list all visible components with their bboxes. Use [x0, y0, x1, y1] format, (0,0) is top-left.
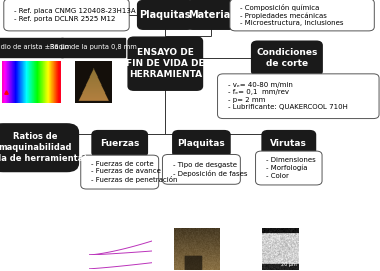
- FancyBboxPatch shape: [0, 124, 78, 172]
- Text: Plaquitas: Plaquitas: [139, 10, 191, 20]
- FancyBboxPatch shape: [92, 131, 147, 157]
- FancyBboxPatch shape: [230, 0, 374, 31]
- FancyBboxPatch shape: [162, 154, 240, 184]
- FancyBboxPatch shape: [4, 0, 129, 31]
- FancyBboxPatch shape: [61, 38, 125, 57]
- Text: Condiciones
de corte: Condiciones de corte: [256, 48, 318, 68]
- FancyBboxPatch shape: [138, 1, 193, 29]
- Text: - Composición química
- Propiedades mecánicas
- Microestructura, Inclusiones: - Composición química - Propiedades mecá…: [240, 4, 344, 26]
- FancyBboxPatch shape: [262, 131, 315, 157]
- Text: Radio de arista ±36 μm: Radio de arista ±36 μm: [0, 44, 71, 50]
- Text: ENSAYO DE
FIN DE VIDA DE
HERRAMIENTA: ENSAYO DE FIN DE VIDA DE HERRAMIENTA: [126, 48, 204, 79]
- FancyBboxPatch shape: [0, 38, 63, 57]
- FancyBboxPatch shape: [187, 1, 235, 29]
- FancyBboxPatch shape: [255, 151, 322, 185]
- FancyBboxPatch shape: [81, 155, 159, 189]
- Text: Ratios de
maquinabilidad
(Vida de herramienta): Ratios de maquinabilidad (Vida de herram…: [0, 132, 87, 163]
- Text: Fuerzas: Fuerzas: [100, 139, 139, 148]
- FancyBboxPatch shape: [252, 41, 322, 75]
- Text: - Dimensiones
- Morfología
- Color: - Dimensiones - Morfología - Color: [266, 157, 315, 179]
- Text: - Ref. placa CNMG 120408-23H13A
- Ref. porta DCLNR 2525 M12: - Ref. placa CNMG 120408-23H13A - Ref. p…: [14, 8, 136, 22]
- FancyBboxPatch shape: [173, 131, 230, 157]
- Text: - vₑ= 40-80 m/min
- fₑ= 0,1  mm/rev
- p= 2 mm
- Lubrificante: QUAKERCOOL 710H: - vₑ= 40-80 m/min - fₑ= 0,1 mm/rev - p= …: [228, 82, 348, 111]
- FancyBboxPatch shape: [128, 37, 202, 90]
- FancyBboxPatch shape: [217, 74, 379, 119]
- Text: Radio de la punta 0,8 mm: Radio de la punta 0,8 mm: [50, 44, 136, 50]
- Text: - Fuerzas de corte
- Fuerzas de avance
- Fuerzas de penetración: - Fuerzas de corte - Fuerzas de avance -…: [91, 161, 177, 183]
- Text: - Tipo de desgaste
- Deposición de fases: - Tipo de desgaste - Deposición de fases: [173, 162, 247, 177]
- Text: Material: Material: [188, 10, 234, 20]
- Text: Virutas: Virutas: [270, 139, 307, 148]
- Text: Plaquitas: Plaquitas: [177, 139, 225, 148]
